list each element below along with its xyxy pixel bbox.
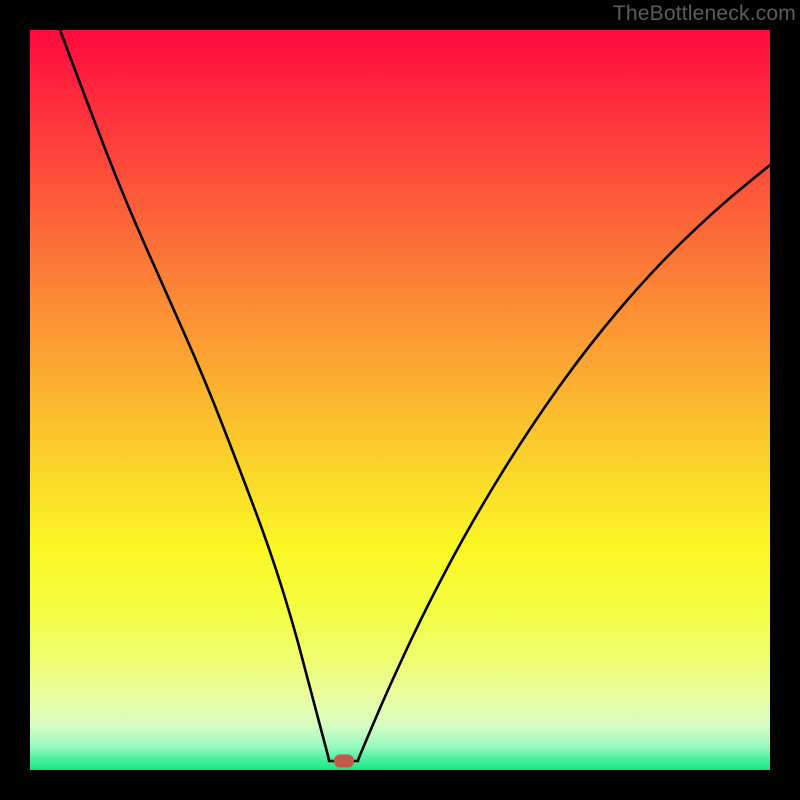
curve-left-branch bbox=[60, 30, 329, 760]
curve-svg bbox=[0, 0, 800, 800]
watermark-text: TheBottleneck.com bbox=[613, 0, 800, 26]
curve-right-branch bbox=[358, 165, 770, 760]
bottleneck-marker bbox=[334, 755, 354, 768]
